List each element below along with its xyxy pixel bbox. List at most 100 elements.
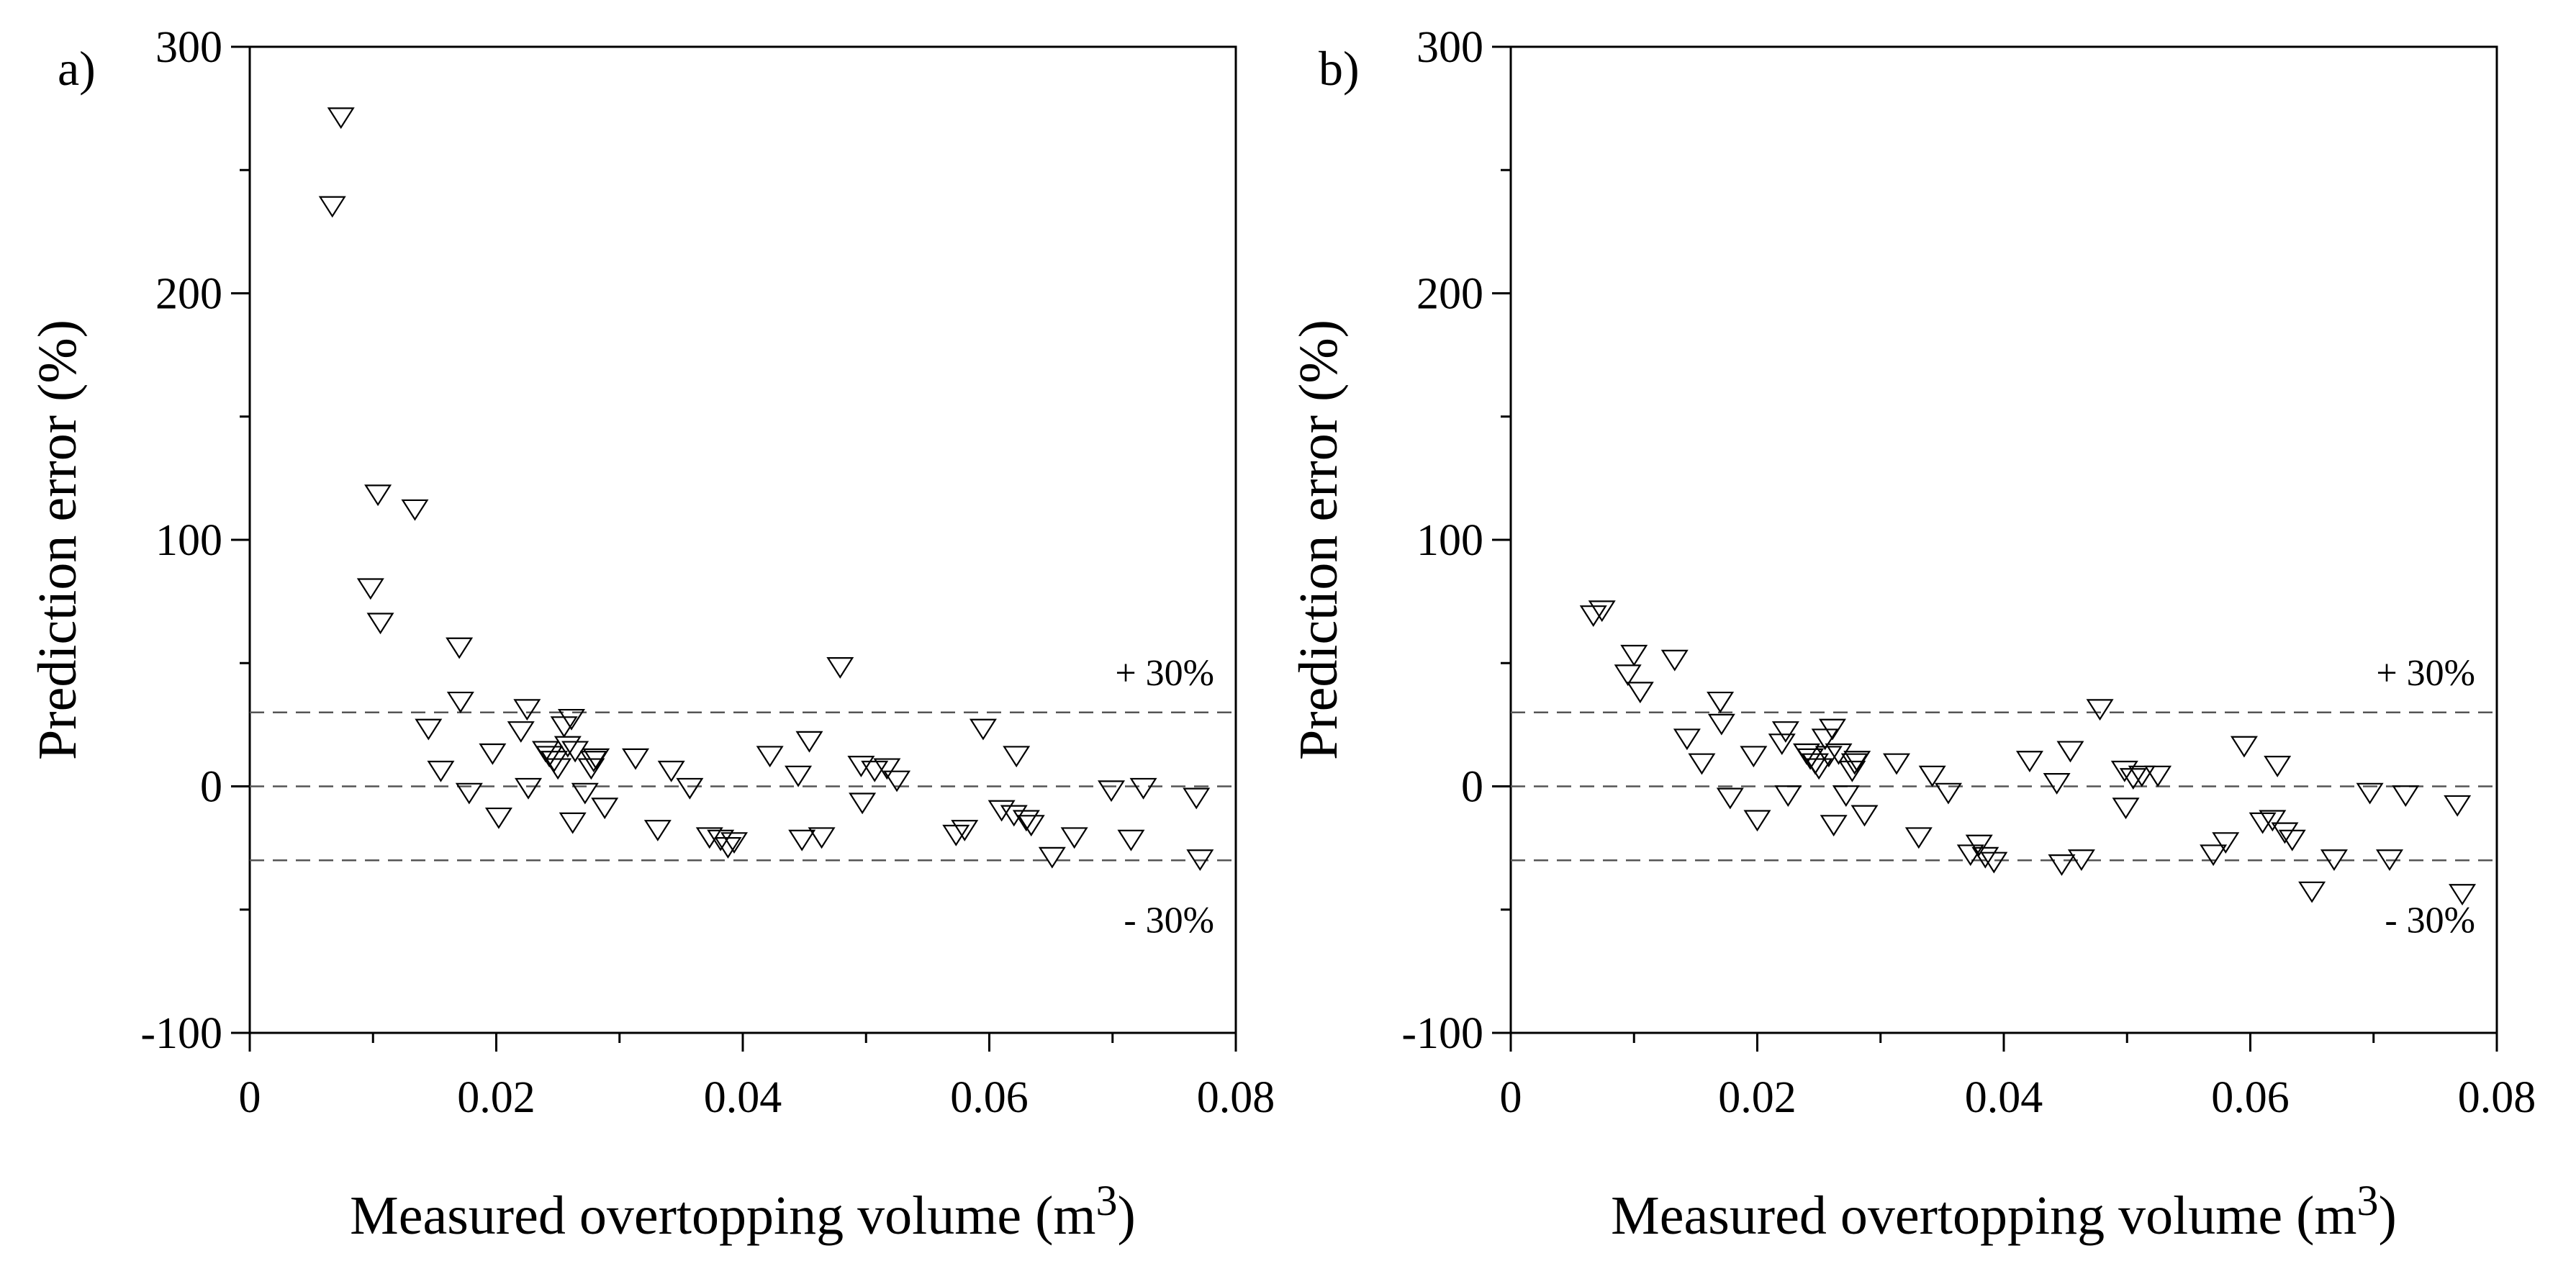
data-point-b-5 bbox=[1660, 649, 1689, 672]
data-point-a-49 bbox=[942, 824, 970, 846]
data-point-a-40 bbox=[788, 829, 816, 851]
panel-label-b: b) bbox=[1319, 41, 1360, 96]
data-point-a-10 bbox=[455, 782, 483, 805]
x-tick-label-a-2: 0.04 bbox=[704, 1073, 782, 1122]
reference-label-b-2: - 30% bbox=[2385, 900, 2475, 941]
y-tick-label-a-0: -100 bbox=[140, 1009, 222, 1058]
x-axis-title-b-sup: 3 bbox=[2357, 1177, 2379, 1224]
data-point-b-11 bbox=[1740, 746, 1768, 768]
y-tick-label-a-4: 300 bbox=[155, 23, 222, 72]
x-tick-label-b-2: 0.04 bbox=[1965, 1073, 2043, 1122]
data-point-a-4 bbox=[366, 613, 394, 635]
data-point-a-45 bbox=[849, 792, 877, 815]
data-point-b-43 bbox=[2086, 699, 2114, 721]
data-point-b-36 bbox=[1971, 846, 1999, 869]
data-point-b-54 bbox=[2264, 756, 2292, 777]
data-point-a-63 bbox=[1186, 849, 1214, 872]
data-point-a-15 bbox=[515, 777, 543, 800]
x-axis-title-a-close: ) bbox=[1118, 1185, 1136, 1246]
data-point-b-6 bbox=[1673, 728, 1701, 751]
data-point-a-26 bbox=[577, 758, 605, 780]
data-point-a-23 bbox=[559, 812, 587, 834]
data-point-b-1 bbox=[1588, 600, 1616, 623]
data-point-a-7 bbox=[427, 760, 455, 782]
y-tick-label-a-3: 200 bbox=[155, 270, 222, 319]
data-point-b-10 bbox=[1716, 787, 1744, 810]
y-tick-label-a-2: 100 bbox=[155, 516, 222, 565]
data-point-b-46 bbox=[2119, 768, 2147, 790]
x-axis-title-a: Measured overtopping volume (m3) bbox=[350, 1177, 1136, 1246]
data-point-a-60 bbox=[1117, 829, 1145, 851]
data-point-a-54 bbox=[1003, 746, 1031, 768]
reference-label-b-0: + 30% bbox=[2376, 653, 2475, 694]
data-point-b-13 bbox=[1768, 733, 1796, 756]
data-point-a-38 bbox=[756, 746, 784, 768]
ticks-b: 0 0.02 0.04 0.06 0.08 -100 0 100 200 300 bbox=[1401, 23, 2536, 1122]
data-point-b-4 bbox=[1626, 682, 1654, 704]
data-point-b-20 bbox=[1811, 728, 1839, 751]
x-axis-title-b: Measured overtopping volume (m3) bbox=[1611, 1177, 2397, 1246]
data-point-b-26 bbox=[1838, 760, 1866, 782]
data-point-b-62 bbox=[2444, 795, 2472, 817]
data-point-a-13 bbox=[507, 721, 535, 743]
data-point-a-31 bbox=[643, 820, 672, 841]
data-point-b-53 bbox=[2259, 810, 2287, 832]
data-point-b-45 bbox=[2112, 798, 2140, 820]
data-point-a-33 bbox=[676, 777, 704, 800]
data-point-b-9 bbox=[1707, 713, 1735, 736]
y-tick-label-b-0: -100 bbox=[1401, 1009, 1483, 1058]
reference-lines-b: + 30% - 30% bbox=[1511, 653, 2497, 941]
data-point-b-19 bbox=[1805, 758, 1833, 780]
x-tick-label-a-0: 0 bbox=[239, 1073, 261, 1122]
data-point-a-9 bbox=[446, 691, 474, 713]
plot-frame-b bbox=[1509, 45, 2498, 1034]
x-axis-title-b-main: Measured overtopping volume (m bbox=[1611, 1185, 2356, 1246]
data-point-b-0 bbox=[1579, 605, 1607, 627]
data-point-b-33 bbox=[1934, 782, 1962, 805]
data-point-a-52 bbox=[988, 800, 1016, 822]
data-point-b-58 bbox=[2320, 849, 2348, 872]
reference-lines-a: + 30% - 30% bbox=[250, 653, 1236, 941]
data-point-b-49 bbox=[2200, 844, 2228, 867]
data-point-a-59 bbox=[1098, 780, 1126, 803]
data-point-b-3 bbox=[1620, 644, 1648, 667]
x-tick-label-a-3: 0.06 bbox=[950, 1073, 1029, 1122]
data-point-b-31 bbox=[1904, 827, 1933, 849]
data-point-a-37 bbox=[720, 832, 749, 854]
data-point-b-7 bbox=[1688, 753, 1716, 775]
data-point-a-0 bbox=[318, 196, 346, 218]
y-tick-label-b-3: 200 bbox=[1416, 270, 1483, 319]
reference-label-a-0: + 30% bbox=[1115, 653, 1214, 694]
data-point-b-32 bbox=[1918, 765, 1946, 787]
data-point-a-8 bbox=[446, 637, 474, 659]
y-tick-label-a-1: 0 bbox=[200, 763, 222, 812]
data-point-b-40 bbox=[2048, 854, 2076, 876]
data-point-b-44 bbox=[2110, 760, 2138, 782]
data-point-b-14 bbox=[1771, 721, 1799, 743]
data-point-b-52 bbox=[2249, 812, 2277, 834]
data-point-a-55 bbox=[1012, 810, 1040, 832]
data-point-b-55 bbox=[2271, 822, 2299, 844]
data-point-a-22 bbox=[557, 708, 585, 731]
x-axis-title-a-main: Measured overtopping volume (m bbox=[350, 1185, 1095, 1246]
data-point-a-25 bbox=[571, 782, 599, 805]
data-point-b-50 bbox=[2212, 832, 2240, 854]
data-point-a-11 bbox=[479, 743, 507, 765]
data-point-a-30 bbox=[622, 748, 650, 770]
x-tick-label-b-1: 0.02 bbox=[1718, 1073, 1797, 1122]
data-point-a-51 bbox=[969, 718, 997, 741]
x-axis-title-a-sup: 3 bbox=[1096, 1177, 1118, 1224]
data-point-a-46 bbox=[861, 760, 889, 782]
data-point-b-35 bbox=[1965, 834, 1993, 857]
data-point-a-42 bbox=[808, 827, 836, 849]
data-point-a-6 bbox=[415, 718, 443, 741]
x-tick-label-a-1: 0.02 bbox=[457, 1073, 535, 1122]
data-point-b-15 bbox=[1774, 785, 1802, 807]
plot-frame-a bbox=[248, 45, 1237, 1034]
data-point-a-12 bbox=[484, 807, 512, 829]
data-point-b-25 bbox=[1832, 785, 1860, 807]
data-point-a-39 bbox=[785, 765, 813, 787]
data-point-a-17 bbox=[535, 746, 564, 768]
x-tick-label-a-4: 0.08 bbox=[1197, 1073, 1275, 1122]
x-tick-label-b-4: 0.08 bbox=[2458, 1073, 2536, 1122]
